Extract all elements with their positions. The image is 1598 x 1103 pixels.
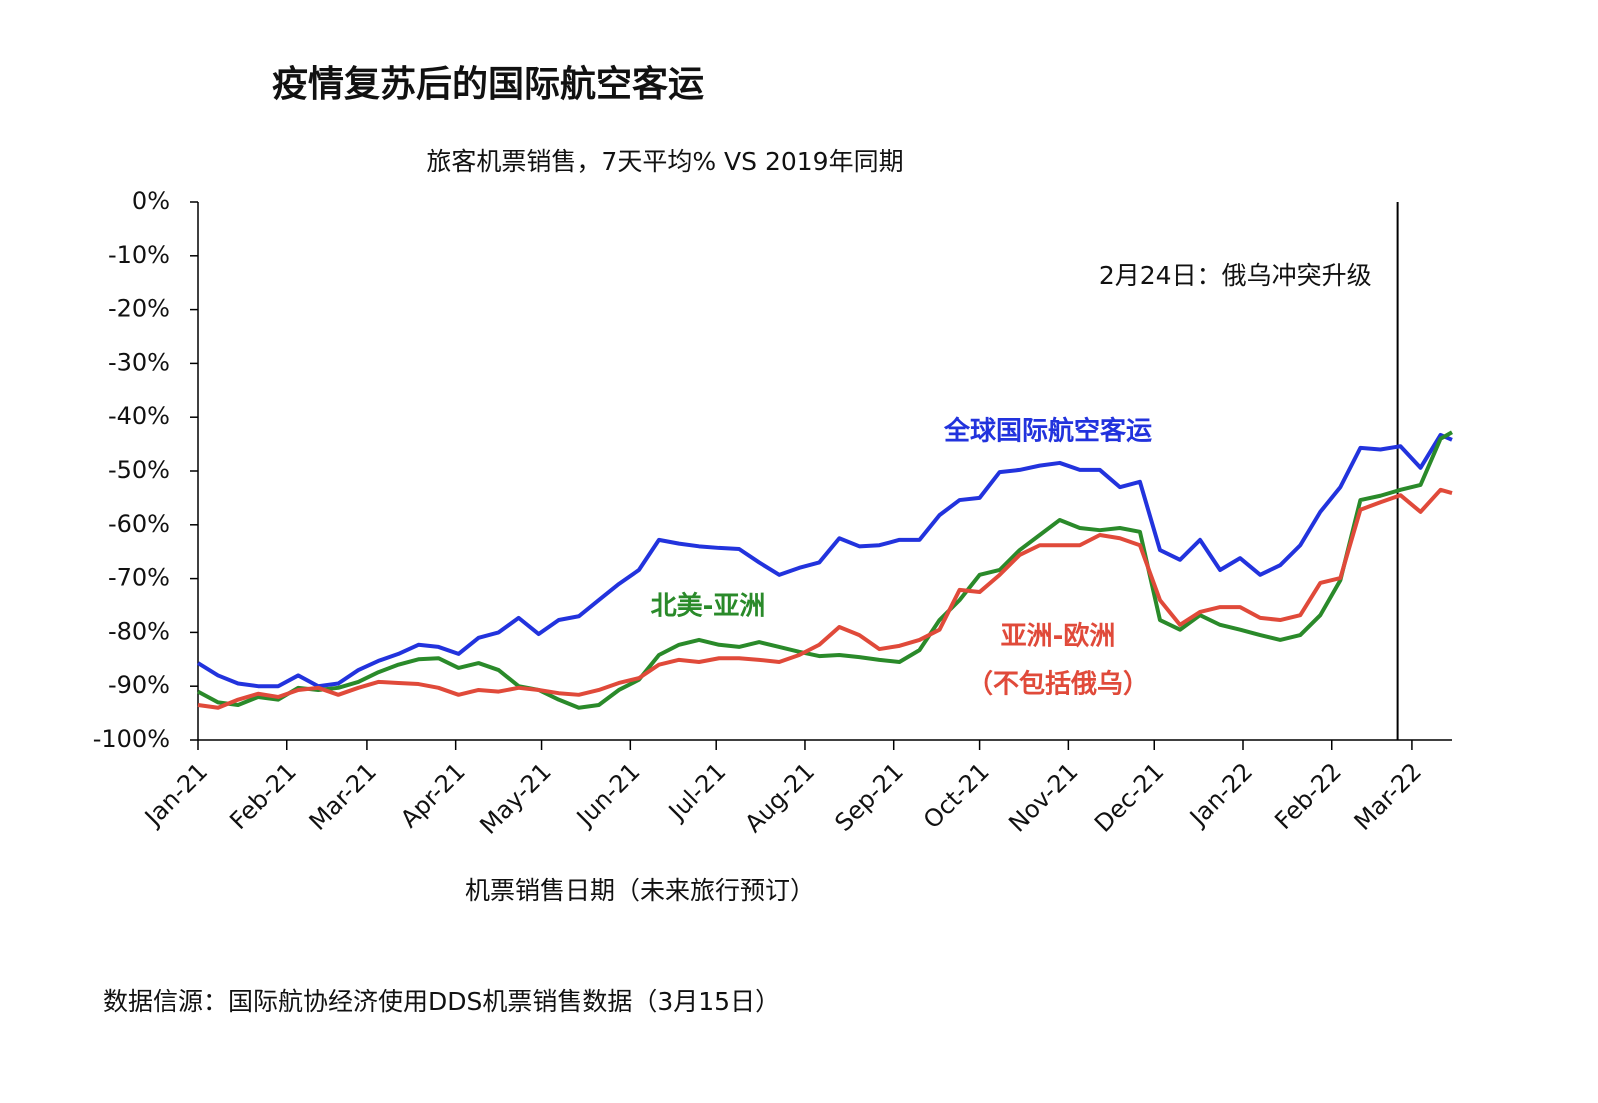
x-tick-label: Mar-21 xyxy=(304,757,382,835)
x-tick-label: Jul-21 xyxy=(662,757,731,826)
x-axis-label: 机票销售日期（未来旅行预订） xyxy=(465,876,815,905)
x-tick-label: May-21 xyxy=(474,757,556,839)
x-tick-label: Mar-22 xyxy=(1349,757,1427,835)
y-tick-label: -50% xyxy=(108,456,170,484)
series-note: （不包括俄乌） xyxy=(967,669,1149,700)
y-tick-label: -40% xyxy=(108,402,170,430)
x-tick-label: Feb-21 xyxy=(224,757,302,835)
x-tick-label: Jan-21 xyxy=(138,757,213,832)
y-tick-label: -30% xyxy=(108,348,170,376)
y-tick-label: -90% xyxy=(108,671,170,699)
chart-title: 疫情复苏后的国际航空客运 xyxy=(272,63,704,105)
x-tick-label: Apr-21 xyxy=(395,757,471,833)
x-tick-label: Nov-21 xyxy=(1003,757,1083,837)
source-note: 数据信源：国际航协经济使用DDS机票销售数据（3月15日） xyxy=(103,987,780,1016)
chart-subtitle: 旅客机票销售，7天平均% VS 2019年同期 xyxy=(426,147,903,176)
x-tick-label: Dec-21 xyxy=(1089,757,1169,837)
series-label: 全球国际航空客运 xyxy=(943,416,1152,447)
event-label: 2月24日：俄乌冲突升级 xyxy=(1099,261,1372,290)
x-tick-label: Feb-22 xyxy=(1269,757,1347,835)
y-tick-label: 0% xyxy=(132,187,170,215)
y-tick-label: -60% xyxy=(108,510,170,538)
x-tick-label: Jun-21 xyxy=(570,757,645,832)
series-label: 亚洲-欧洲 xyxy=(1001,621,1116,652)
x-tick-label: Sep-21 xyxy=(829,757,909,837)
series-line xyxy=(197,487,1453,710)
y-tick-label: -10% xyxy=(108,241,170,269)
series-line xyxy=(196,432,1453,689)
x-tick-label: Oct-21 xyxy=(918,757,995,834)
y-tick-label: -100% xyxy=(93,725,170,753)
series-line xyxy=(197,430,1453,710)
y-tick-label: -20% xyxy=(108,295,170,323)
y-tick-label: -80% xyxy=(108,617,170,645)
y-tick-label: -70% xyxy=(108,564,170,592)
x-tick-label: Aug-21 xyxy=(739,757,820,838)
x-tick-label: Jan-22 xyxy=(1183,757,1258,832)
series-label: 北美-亚洲 xyxy=(651,591,766,622)
